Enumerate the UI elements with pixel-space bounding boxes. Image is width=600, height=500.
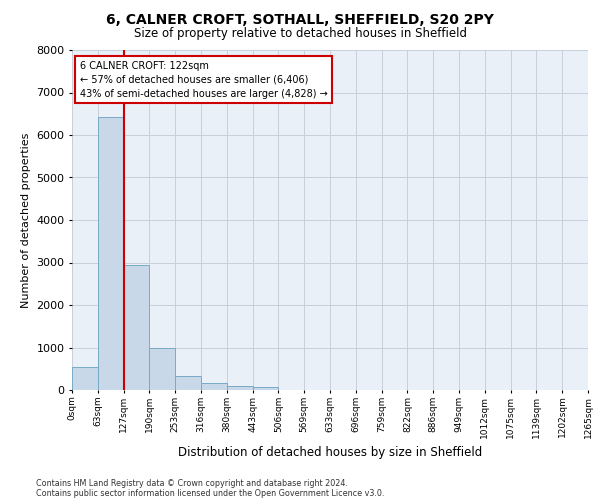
Bar <box>72 367 98 390</box>
Text: Size of property relative to detached houses in Sheffield: Size of property relative to detached ho… <box>133 28 467 40</box>
Text: Contains public sector information licensed under the Open Government Licence v3: Contains public sector information licen… <box>36 488 385 498</box>
Y-axis label: Number of detached properties: Number of detached properties <box>20 132 31 308</box>
Bar <box>98 116 124 390</box>
Bar <box>124 266 149 390</box>
Text: 6, CALNER CROFT, SOTHALL, SHEFFIELD, S20 2PY: 6, CALNER CROFT, SOTHALL, SHEFFIELD, S20… <box>106 12 494 26</box>
Bar <box>175 376 201 390</box>
Bar <box>227 386 253 390</box>
Text: 6 CALNER CROFT: 122sqm
← 57% of detached houses are smaller (6,406)
43% of semi-: 6 CALNER CROFT: 122sqm ← 57% of detached… <box>80 60 328 98</box>
Text: Contains HM Land Registry data © Crown copyright and database right 2024.: Contains HM Land Registry data © Crown c… <box>36 478 348 488</box>
Bar <box>201 383 227 390</box>
Bar <box>253 387 278 390</box>
Bar <box>149 348 175 390</box>
X-axis label: Distribution of detached houses by size in Sheffield: Distribution of detached houses by size … <box>178 446 482 459</box>
